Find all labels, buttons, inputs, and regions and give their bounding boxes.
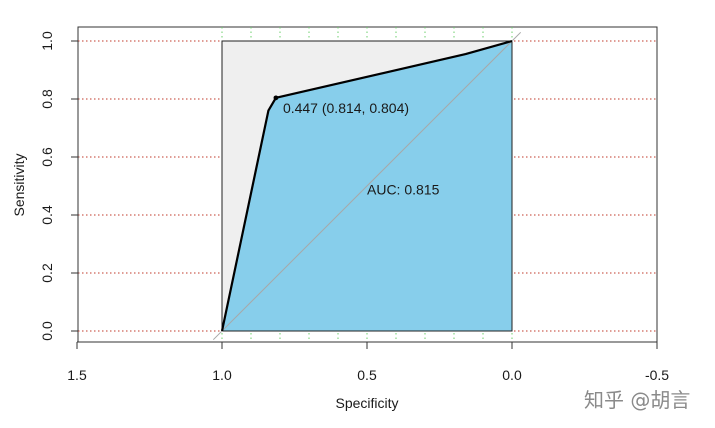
y-tick-label: 0.6 xyxy=(39,147,55,167)
x-tick-label: 1.0 xyxy=(212,367,232,383)
x-tick-label: -0.5 xyxy=(645,367,669,383)
x-axis-title: Specificity xyxy=(335,395,398,411)
y-tick-label: 0.4 xyxy=(39,205,55,225)
y-tick-label: 1.0 xyxy=(39,31,55,51)
x-tick-label: 0.5 xyxy=(357,367,377,383)
x-axis: 1.5 1.0 0.5 0.0 -0.5 xyxy=(67,341,669,383)
auc-label: AUC: 0.815 xyxy=(367,182,440,198)
best-threshold-point xyxy=(273,95,279,101)
watermark: 知乎 @胡言 xyxy=(584,388,691,412)
best-threshold-label: 0.447 (0.814, 0.804) xyxy=(283,100,409,116)
y-tick-label: 0.0 xyxy=(39,321,55,341)
y-axis: 0.0 0.2 0.4 0.6 0.8 1.0 xyxy=(39,31,79,341)
y-axis-title: Sensitivity xyxy=(11,153,27,216)
x-tick-label: 1.5 xyxy=(67,367,87,383)
y-tick-label: 0.2 xyxy=(39,263,55,283)
x-tick-label: 0.0 xyxy=(502,367,522,383)
chance-diagonal xyxy=(212,31,522,341)
y-tick-label: 0.8 xyxy=(39,89,55,109)
